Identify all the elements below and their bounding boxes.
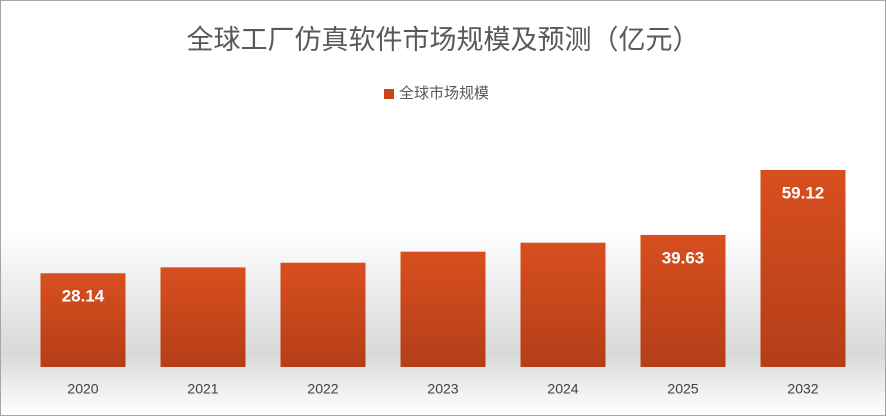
data-label: 39.63	[662, 248, 705, 267]
x-tick-label: 2024	[547, 381, 578, 397]
bar	[400, 251, 486, 367]
x-tick-label: 2022	[307, 381, 338, 397]
data-label: 59.12	[782, 183, 825, 202]
legend-label: 全球市场规模	[399, 84, 489, 102]
bar	[40, 273, 126, 367]
x-tick-label: 2021	[187, 381, 218, 397]
bar	[640, 234, 726, 367]
bar	[280, 262, 366, 367]
x-tick-label: 2023	[427, 381, 458, 397]
data-label: 28.14	[62, 287, 105, 306]
bar	[160, 267, 246, 367]
x-tick-label: 2032	[787, 381, 818, 397]
bar	[520, 242, 606, 367]
legend: 全球市场规模	[384, 84, 489, 102]
x-tick-label: 2025	[667, 381, 698, 397]
chart-title: 全球工厂仿真软件市场规模及预测（亿元）	[187, 25, 700, 55]
bar	[760, 170, 846, 367]
legend-swatch	[384, 89, 394, 99]
x-tick-label: 2020	[67, 381, 98, 397]
